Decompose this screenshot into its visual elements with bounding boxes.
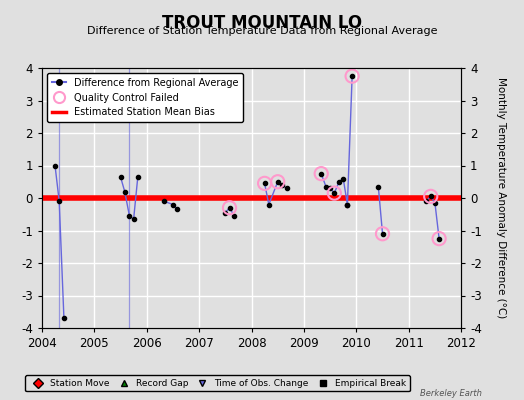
- Point: [260, 180, 269, 186]
- Y-axis label: Monthly Temperature Anomaly Difference (°C): Monthly Temperature Anomaly Difference (…: [496, 77, 506, 319]
- Text: Difference of Station Temperature Data from Regional Average: Difference of Station Temperature Data f…: [87, 26, 437, 36]
- Point: [427, 193, 435, 200]
- Legend: Difference from Regional Average, Quality Control Failed, Estimated Station Mean: Difference from Regional Average, Qualit…: [47, 73, 243, 122]
- Text: TROUT MOUNTAIN LO: TROUT MOUNTAIN LO: [162, 14, 362, 32]
- Point: [274, 178, 282, 185]
- Legend: Station Move, Record Gap, Time of Obs. Change, Empirical Break: Station Move, Record Gap, Time of Obs. C…: [26, 375, 409, 392]
- Point: [330, 190, 339, 196]
- Text: Berkeley Earth: Berkeley Earth: [420, 389, 482, 398]
- Point: [378, 230, 387, 237]
- Point: [225, 204, 234, 211]
- Point: [317, 170, 325, 177]
- Point: [435, 236, 443, 242]
- Point: [348, 73, 356, 79]
